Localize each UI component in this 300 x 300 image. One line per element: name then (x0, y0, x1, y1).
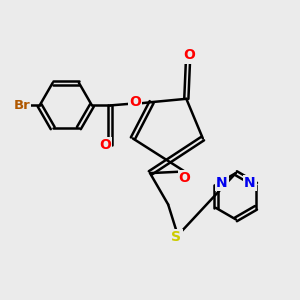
Text: O: O (129, 95, 141, 109)
Text: Br: Br (13, 99, 30, 112)
Text: N: N (216, 176, 227, 190)
Text: O: O (179, 171, 190, 185)
Text: N: N (244, 176, 256, 190)
Text: O: O (99, 138, 111, 152)
Text: S: S (171, 230, 182, 244)
Text: O: O (184, 49, 195, 62)
